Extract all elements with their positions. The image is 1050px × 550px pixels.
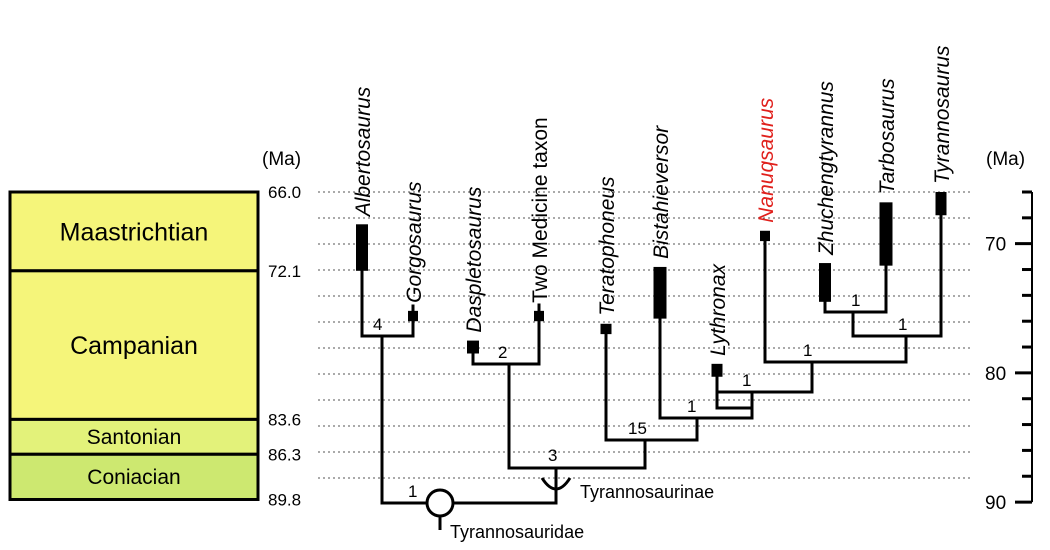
branch-nanuqsaurus (763, 240, 908, 364)
support-zhucheng-tarbo-node: 1 (851, 291, 860, 310)
stage-label-santonian: Santonian (87, 426, 182, 449)
time-unit-left: (Ma) (262, 149, 301, 170)
stage-box-coniacian (8, 452, 260, 501)
support-tyrannosaurus-node: 1 (898, 315, 907, 334)
age-label-72: 72.1 (268, 262, 301, 281)
age-label-83: 83.6 (268, 410, 301, 429)
taxon-label-tyrannosaurus: Tyrannosaurus (931, 45, 954, 184)
stage-box-maastrichtian (8, 190, 260, 273)
taxon-label-lythronax: Lythronax (707, 262, 730, 355)
branch-lythronax (715, 370, 754, 410)
stage-label-coniacian: Coniacian (87, 466, 180, 489)
clade-label-tyrannosaurinae: Tyrannosaurinae (580, 482, 714, 502)
support-teratophoneus-node: 15 (628, 419, 647, 438)
stage-box-santonian (8, 417, 260, 456)
taxon-label-daspletosaurus: Daspletosaurus (463, 186, 486, 332)
branch-teratophoneus (604, 330, 699, 442)
range-bar-tyrannosaurus (935, 192, 947, 216)
scale-label-90: 90 (985, 493, 1006, 514)
stage-label-campanian: Campanian (70, 332, 198, 360)
range-bar-two-medicine-taxon (534, 310, 544, 322)
support-daspletosaurini: 2 (498, 343, 507, 362)
stage-column: Maastrichtian Campanian Santonian Coniac… (8, 190, 260, 501)
taxon-label-albertosaurus: Albertosaurus (352, 86, 375, 218)
range-bar-nanuqsaurus (760, 230, 770, 242)
branch-lythronax-node (750, 373, 814, 410)
clade-label-tyrannosauridae: Tyrannosauridae (450, 522, 584, 542)
age-label-66: 66.0 (268, 183, 301, 202)
time-gridlines (318, 191, 972, 479)
range-bar-zhuchengtyrannus (819, 263, 831, 302)
range-bar-daspletosaurus (467, 340, 479, 354)
support-nanuqsaurus-node: 1 (803, 341, 812, 360)
taxon-label-teratophoneus: Teratophoneus (596, 176, 619, 316)
time-unit-right: (Ma) (986, 149, 1025, 170)
time-scale-ruler (1015, 190, 1033, 504)
tyrannosauridae-node-circle (425, 488, 455, 518)
scale-label-80: 80 (985, 364, 1006, 385)
branch-root-connector (453, 466, 558, 505)
taxon-label-zhuchengtyrannus: Zhuchengtyrannus (815, 81, 838, 256)
taxon-label-two-medicine-taxon: Two Medicine taxon (529, 117, 552, 303)
branch-albertosaurine-stem (380, 334, 434, 505)
support-bistahieversor-node: 1 (687, 397, 696, 416)
support-tyrannosauridae: 1 (408, 482, 417, 501)
support-tyrannosaurinae: 3 (548, 446, 557, 465)
branch-bistahieversor (658, 308, 754, 420)
scale-label-70: 70 (985, 235, 1006, 256)
branch-daspletosaurus-pair (471, 303, 541, 366)
range-bar-albertosaurus (356, 224, 368, 271)
range-bar-bistahieversor (653, 266, 667, 319)
taxon-label-nanuqsaurus: Nanuqsaurus (755, 97, 778, 222)
stage-label-maastrichtian: Maastrichtian (60, 218, 209, 246)
taxon-label-tarbosaurus: Tarbosaurus (876, 78, 899, 194)
range-bar-teratophoneus (600, 323, 612, 335)
range-bar-lythronax (711, 363, 723, 377)
branch-zhucheng-tarbo-stem (851, 213, 943, 338)
support-albertosaurinae: 4 (373, 315, 382, 334)
range-bar-gorgosaurus (408, 310, 418, 322)
taxon-range-bars (356, 192, 947, 377)
range-bar-tarbosaurus (879, 202, 893, 266)
taxon-label-bistahieversor: Bistahieversor (650, 125, 673, 259)
taxon-label-gorgosaurus: Gorgosaurus (403, 181, 426, 303)
branch-daspletosaurus-stem (507, 362, 647, 470)
support-lythronax-node: 1 (742, 371, 751, 390)
age-label-89: 89.8 (268, 490, 301, 509)
age-label-86: 86.3 (268, 445, 301, 464)
